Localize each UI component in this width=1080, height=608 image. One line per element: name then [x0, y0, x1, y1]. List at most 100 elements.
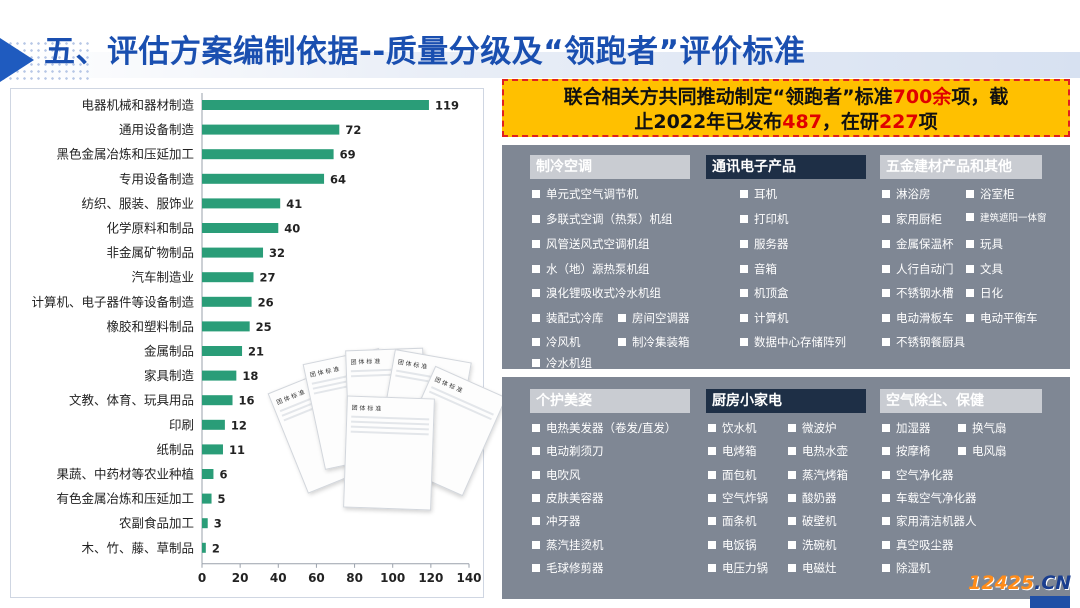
bar: [202, 173, 325, 184]
list-item: 电烤箱: [708, 443, 757, 459]
list-item: 玩具: [966, 236, 1003, 252]
x-tick-label: 60: [308, 571, 325, 585]
list-item: 日化: [966, 285, 1003, 301]
bar: [202, 149, 334, 160]
category-tick-label: 电器机械和器材制造: [81, 98, 194, 113]
list-item: 数据中心存储阵列: [740, 334, 846, 350]
watermark-number: 12425: [968, 572, 1035, 594]
list-item: 打印机: [740, 211, 789, 227]
x-tick-label: 80: [346, 571, 363, 585]
list-item: 家用清洁机器人: [882, 513, 977, 529]
data-label: 3: [214, 517, 222, 531]
category-header-refrigeration: 制冷空调: [530, 155, 690, 179]
header-stripe: [0, 52, 1080, 78]
banner-line-2: 止2022年已发布487，在研227项: [504, 110, 1068, 135]
list-item: 服务器: [740, 236, 789, 252]
data-label: 40: [284, 222, 300, 236]
x-tick-label: 20: [232, 571, 249, 585]
category-tick-label: 非金属矿物制品: [106, 245, 194, 260]
x-tick-label: 0: [198, 571, 206, 585]
list-item: 房间空调器: [618, 310, 690, 326]
standards-document-stack: 团 体 标 准 团 体 标 准 团 体 标 准 团 体 标 准 团 体 标 准 …: [267, 345, 507, 515]
list-item: 电吹风: [532, 467, 581, 483]
list-item: 电压力锅: [708, 560, 768, 576]
list-item: 微波炉: [788, 420, 837, 436]
category-tick-label: 纸制品: [156, 442, 194, 457]
list-item: 换气扇: [958, 420, 1007, 436]
list-item: 音箱: [740, 261, 777, 277]
category-header-personal-care: 个护美姿: [530, 389, 690, 413]
category-tick-label: 黑色金属冶炼和压延加工: [56, 147, 194, 162]
banner-text: ，在研: [821, 111, 879, 133]
category-tick-label: 专用设备制造: [119, 171, 195, 186]
category-tick-label: 纺织、服装、服饰业: [81, 196, 194, 211]
list-item: 冷风机: [532, 334, 581, 350]
data-label: 16: [239, 394, 255, 408]
bar: [202, 370, 237, 381]
x-tick-label: 100: [380, 571, 405, 585]
list-item: 不锈钢水槽: [882, 285, 954, 301]
data-label: 26: [258, 295, 274, 309]
data-label: 72: [345, 123, 361, 137]
list-item: 空气炸锅: [708, 490, 768, 506]
bar: [202, 542, 206, 553]
watermark-suffix: .CN: [1034, 572, 1072, 594]
list-item: 电风扇: [958, 443, 1007, 459]
list-item: 冲牙器: [532, 513, 581, 529]
banner-text: 项: [918, 111, 938, 133]
banner-text: 项，截: [951, 86, 1009, 108]
list-item: 家用厨柜: [882, 211, 942, 227]
banner-text: 止2022年已发布: [634, 111, 783, 133]
list-item: 浴室柜: [966, 186, 1015, 202]
list-item: 制冷集装箱: [618, 334, 690, 350]
list-item: 电动滑板车: [882, 310, 954, 326]
list-item: 毛球修剪器: [532, 560, 604, 576]
category-tick-label: 有色金属冶炼和压延加工: [56, 491, 194, 506]
data-label: 12: [231, 418, 247, 432]
bar: [202, 198, 281, 209]
standard-document: 团 体 标 准: [343, 395, 435, 511]
data-label: 41: [286, 197, 302, 211]
bar: [202, 444, 223, 455]
list-item: 建筑遮阳一体窗: [966, 211, 1047, 227]
list-item: 耳机: [740, 186, 777, 202]
banner-text: 联合相关方共同推动制定“领跑者”标准: [563, 86, 893, 108]
list-item: 蒸汽挂烫机: [532, 537, 604, 553]
x-tick-label: 120: [418, 571, 443, 585]
list-item: 电饭锅: [708, 537, 757, 553]
banner-line-1: 联合相关方共同推动制定“领跑者”标准700余项，截: [504, 85, 1068, 110]
list-item: 洗碗机: [788, 537, 837, 553]
list-item: 按摩椅: [882, 443, 931, 459]
list-item: 面条机: [708, 513, 757, 529]
list-item: 酸奶器: [788, 490, 837, 506]
banner-total-count: 700余: [892, 86, 952, 108]
data-label: 27: [259, 271, 275, 285]
category-tick-label: 汽车制造业: [131, 270, 194, 285]
list-item: 电热水壶: [788, 443, 848, 459]
list-item: 水（地）源热泵机组: [532, 261, 650, 277]
bar: [202, 469, 214, 479]
standards-summary-banner: 联合相关方共同推动制定“领跑者”标准700余项，截 止2022年已发布487，在…: [502, 79, 1070, 137]
list-item: 计算机: [740, 310, 789, 326]
x-tick-label: 140: [456, 571, 481, 585]
data-label: 11: [229, 443, 245, 457]
category-tick-label: 化学原料和制品: [106, 221, 194, 236]
category-tick-label: 计算机、电子器件等设备制造: [31, 294, 194, 309]
list-item: 金属保温杯: [882, 236, 954, 252]
list-item: 皮肤美容器: [532, 490, 604, 506]
list-item: 真空吸尘器: [882, 537, 954, 553]
list-item: 蒸汽烤箱: [788, 467, 848, 483]
list-item: 破壁机: [788, 513, 837, 529]
list-item: 电磁灶: [788, 560, 837, 576]
data-label: 119: [435, 99, 459, 113]
data-label: 64: [330, 172, 346, 186]
list-item: 淋浴房: [882, 186, 931, 202]
watermark-logo: 12425.CN: [968, 572, 1071, 594]
data-label: 21: [248, 345, 264, 359]
category-tick-label: 印刷: [169, 417, 194, 432]
bar: [202, 493, 212, 504]
data-label: 69: [340, 148, 356, 162]
banner-in-progress-count: 227: [878, 111, 919, 133]
list-item: 冷水机组: [532, 355, 592, 371]
list-item: 电热美发器（卷发/直发）: [532, 420, 676, 436]
